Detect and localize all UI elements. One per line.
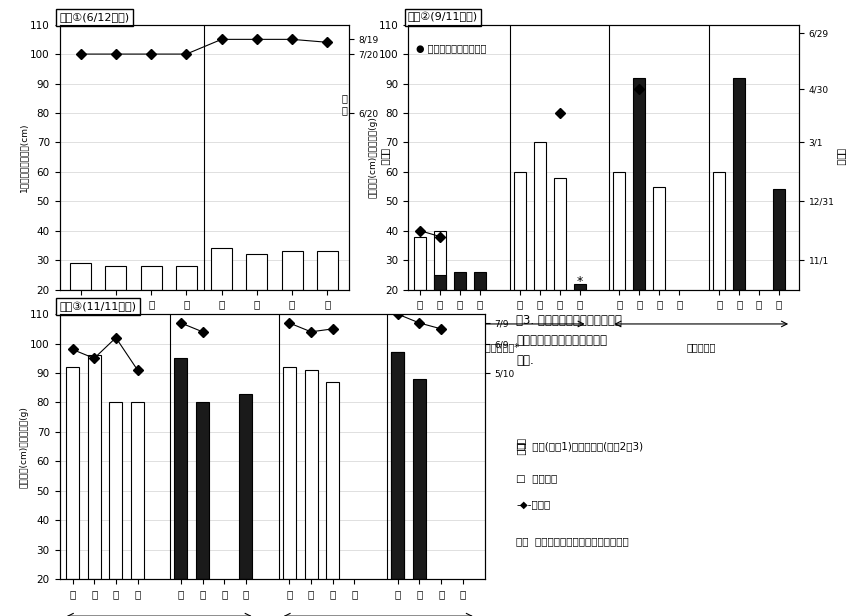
Bar: [553, 177, 565, 290]
Y-axis label: 1番花開花茎の茎長(cm): 1番花開花茎の茎長(cm): [20, 123, 29, 192]
Bar: [513, 172, 525, 290]
Bar: [176, 266, 197, 290]
Bar: [211, 248, 232, 290]
Bar: [131, 402, 144, 579]
Text: 〜
〜: 〜 〜: [342, 93, 348, 115]
Text: □  切り花重: □ 切り花重: [517, 473, 558, 483]
Bar: [734, 78, 745, 290]
Bar: [88, 355, 100, 579]
Bar: [654, 187, 666, 290]
Bar: [317, 251, 338, 290]
Text: 作型③(11/11定植): 作型③(11/11定植): [60, 302, 137, 312]
Bar: [196, 402, 209, 579]
Bar: [70, 263, 91, 290]
Bar: [574, 283, 586, 290]
Text: □  茎長(作型1)、切り花長(作型2、3): □ 茎長(作型1)、切り花長(作型2、3): [517, 441, 643, 452]
Bar: [281, 251, 303, 290]
Bar: [434, 275, 446, 290]
Y-axis label: 切り花長(cm)、切り花重(g): 切り花長(cm)、切り花重(g): [368, 116, 377, 198]
Bar: [414, 237, 426, 290]
Bar: [140, 266, 162, 290]
Text: つくしの雪: つくしの雪: [687, 342, 716, 352]
Bar: [391, 352, 405, 579]
Text: 作型②(9/11定植): 作型②(9/11定植): [408, 12, 478, 22]
Bar: [283, 367, 296, 579]
Bar: [105, 266, 127, 290]
Y-axis label: 開花日: 開花日: [380, 148, 390, 166]
Y-axis label: 開花日: 開花日: [516, 438, 526, 455]
Bar: [534, 142, 546, 290]
Bar: [473, 272, 486, 290]
Bar: [240, 394, 252, 579]
Bar: [713, 172, 725, 290]
Bar: [246, 254, 268, 290]
Text: メロウロース*: メロウロース*: [479, 342, 519, 352]
Text: メロウロース*: メロウロース*: [114, 342, 154, 352]
Text: ● 半数以下しか開花せず: ● 半数以下しか開花せず: [416, 43, 486, 53]
Bar: [326, 382, 339, 579]
Bar: [773, 190, 785, 290]
Bar: [633, 78, 645, 290]
Y-axis label: 開花日: 開花日: [836, 148, 846, 166]
Text: 作型①(6/12定植): 作型①(6/12定植): [60, 12, 129, 22]
Text: -◆-開花日: -◆-開花日: [517, 500, 551, 509]
Bar: [304, 370, 318, 579]
Bar: [454, 272, 466, 290]
Bar: [391, 352, 405, 579]
Bar: [174, 359, 188, 579]
Text: *: *: [576, 275, 583, 288]
Text: 図3. 光遮断がトルコギキョウの
開花日、切り花品質に与える
影響.: 図3. 光遮断がトルコギキョウの 開花日、切り花品質に与える 影響.: [517, 314, 622, 367]
Y-axis label: 切り花長(cm)、切り花重(g): 切り花長(cm)、切り花重(g): [20, 406, 29, 487]
Text: つくしの雪: つくしの雪: [281, 342, 310, 352]
Bar: [66, 367, 79, 579]
Bar: [614, 172, 626, 290]
Bar: [413, 379, 426, 579]
Text: 注）  いずれも作型も無加温栽培である: 注） いずれも作型も無加温栽培である: [517, 537, 629, 546]
Bar: [434, 230, 446, 290]
Bar: [110, 402, 122, 579]
